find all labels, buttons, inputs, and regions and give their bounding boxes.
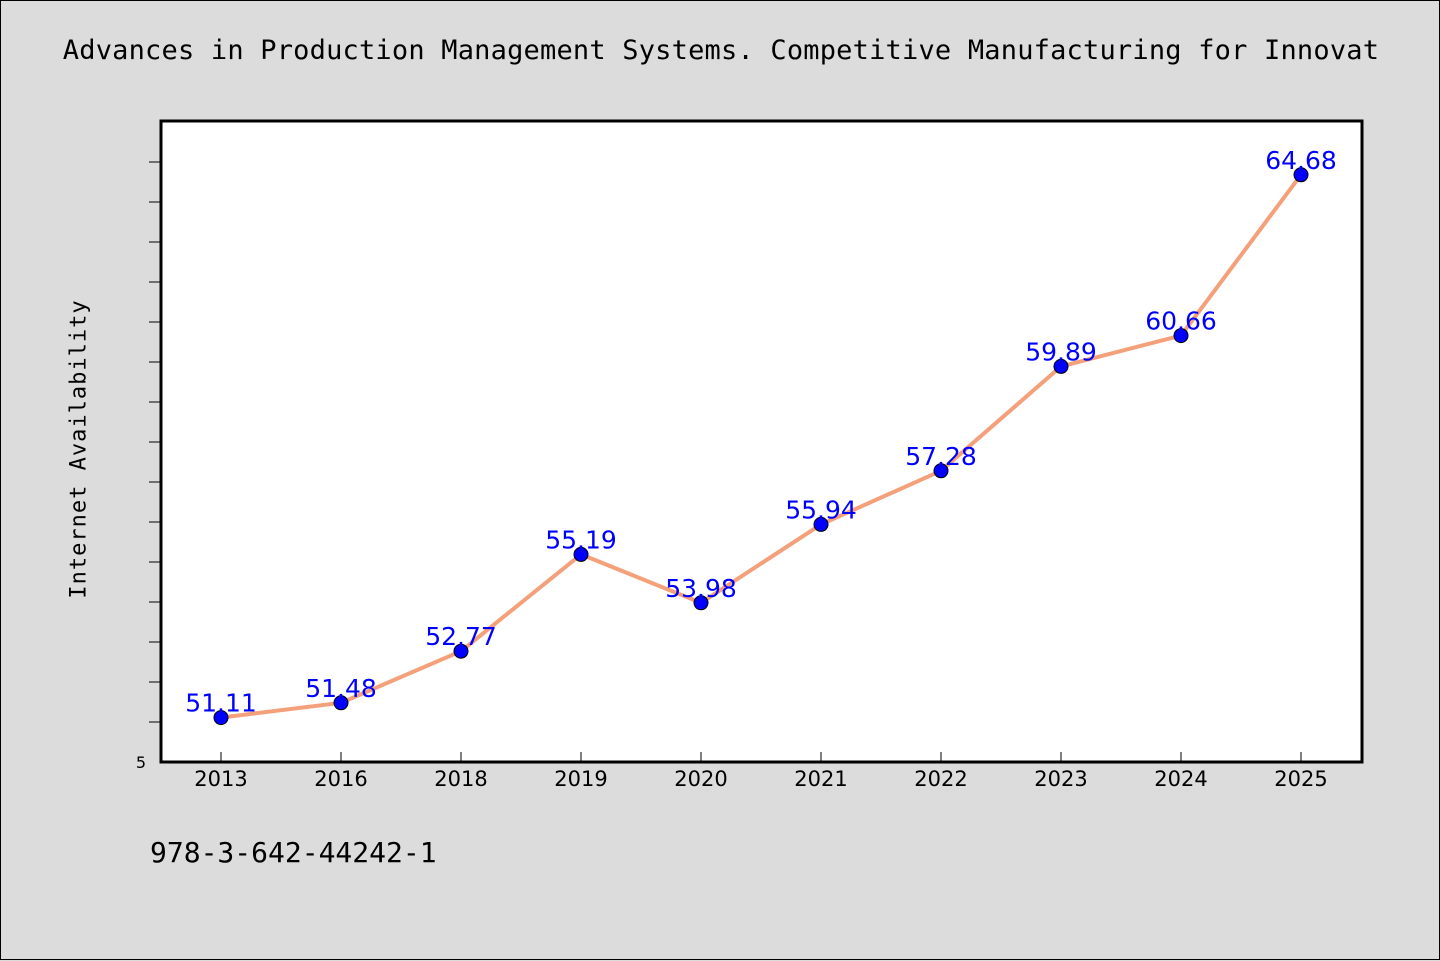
data-point-marker [1173,328,1189,344]
x-axis-tick-label: 2016 [314,767,367,791]
x-axis-tick-label: 2023 [1034,767,1087,791]
data-point-marker [573,546,589,562]
x-axis-tick-label: 2025 [1274,767,1327,791]
y-axis-tick-label: 5 [136,753,146,772]
series-line [219,172,1303,720]
x-axis-tick-label: 2022 [914,767,967,791]
data-point-marker [213,710,229,726]
data-point-marker [813,516,829,532]
x-axis-tick-label: 2019 [554,767,607,791]
data-value-label: 52.77 [425,622,497,651]
x-axis-tick-label: 2013 [194,767,247,791]
x-axis-tick-label: 2020 [674,767,727,791]
plot-area [159,119,1364,764]
data-value-label: 55.94 [785,495,857,524]
data-value-label: 53.98 [665,574,737,603]
data-point-marker [453,643,469,659]
data-value-label: 64.68 [1265,146,1337,175]
x-axis-tick-label: 2021 [794,767,847,791]
data-point-marker [693,595,709,611]
data-value-label: 59.89 [1025,337,1097,366]
data-value-label: 51.11 [185,689,257,718]
data-value-label: 60.66 [1145,307,1217,336]
data-point-marker [1053,358,1069,374]
data-point-marker [333,695,349,711]
data-value-label: 55.19 [545,525,617,554]
data-point-marker [1293,167,1309,183]
x-axis-tick-label: 2018 [434,767,487,791]
chart-title: Advances in Production Management System… [62,35,1380,66]
data-labels: 51.11 51.48 52.77 55.19 53.98 55.94 57.28 59.89… [185,146,1337,718]
data-point-markers [213,167,1309,726]
data-point-marker [933,463,949,479]
x-axis-ticks: 2013 2016 2018 2019 2020 2021 2022 2023 2024 2025 [194,752,1328,791]
isbn-footer-text: 978-3-642-44242-1 [150,836,437,869]
data-value-label: 57.28 [905,442,977,471]
x-axis-tick-label: 2024 [1154,767,1207,791]
data-value-label: 51.48 [305,674,377,703]
y-axis-ticks: 5 [136,161,161,772]
